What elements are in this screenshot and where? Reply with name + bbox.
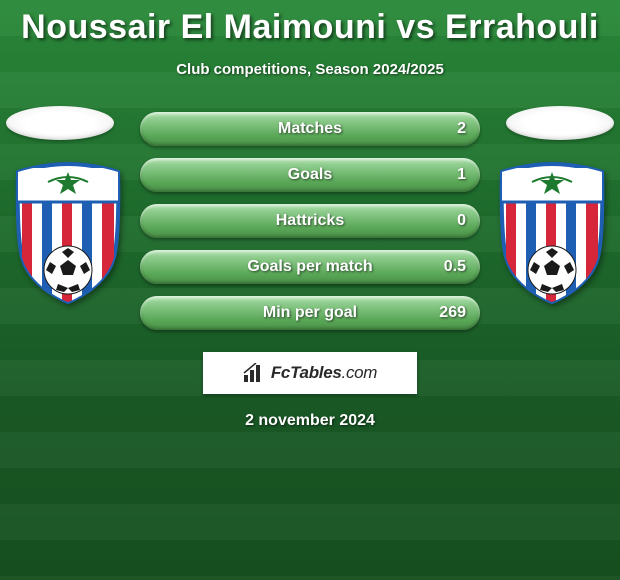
stat-row: Goals 1 [140, 158, 480, 192]
stat-label: Goals [288, 166, 332, 184]
player-left-plate [6, 106, 114, 140]
stat-row: Hattricks 0 [140, 204, 480, 238]
bar-chart-icon [243, 363, 265, 383]
stat-right-value: 2 [457, 120, 466, 138]
comparison-card: Noussair El Maimouni vs Errahouli Club c… [0, 0, 620, 580]
club-badge-left [14, 162, 122, 304]
shield-icon [14, 162, 122, 304]
main-area: Matches 2 Goals 1 Hattricks 0 Goals per … [0, 112, 620, 430]
stat-right-value: 0.5 [444, 258, 466, 276]
club-badge-right [498, 162, 606, 304]
shield-icon [498, 162, 606, 304]
stat-right-value: 1 [457, 166, 466, 184]
stat-label: Goals per match [247, 258, 372, 276]
stat-label: Hattricks [276, 212, 344, 230]
page-title: Noussair El Maimouni vs Errahouli [0, 8, 620, 47]
stat-label: Min per goal [263, 304, 357, 322]
stat-right-value: 269 [439, 304, 466, 322]
stat-row: Min per goal 269 [140, 296, 480, 330]
stat-row: Goals per match 0.5 [140, 250, 480, 284]
date-label: 2 november 2024 [0, 412, 620, 430]
stat-label: Matches [278, 120, 342, 138]
player-right-plate [506, 106, 614, 140]
brand-text: FcTables.com [271, 363, 377, 383]
subtitle: Club competitions, Season 2024/2025 [0, 61, 620, 78]
brand-attribution: FcTables.com [203, 352, 417, 394]
stat-row: Matches 2 [140, 112, 480, 146]
stat-right-value: 0 [457, 212, 466, 230]
stats-list: Matches 2 Goals 1 Hattricks 0 Goals per … [140, 112, 480, 330]
